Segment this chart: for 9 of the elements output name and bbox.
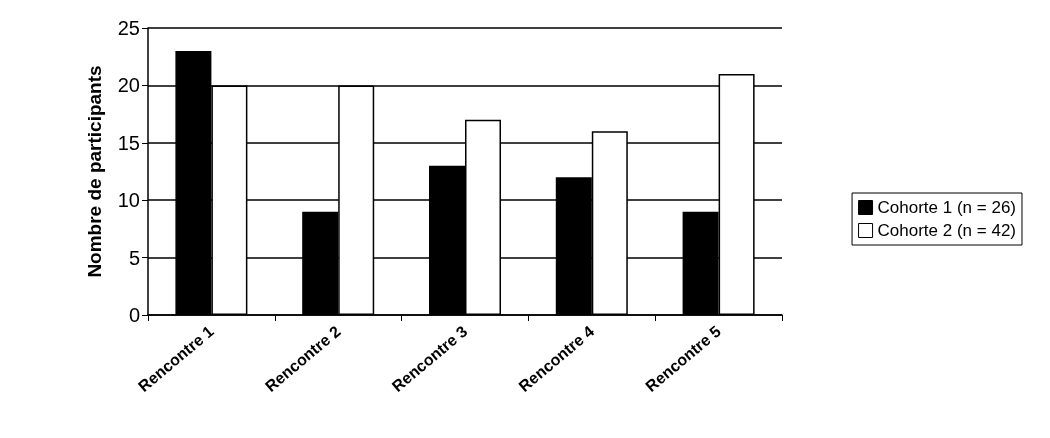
legend-label: Cohorte 2 (n = 42): [877, 221, 1017, 240]
y-tick-label: 25: [117, 17, 140, 39]
y-tick-label: 15: [117, 131, 140, 154]
legend-label: Cohorte 1 (n = 26): [877, 198, 1017, 217]
y-tick-label: 5: [128, 246, 140, 269]
y-axis-title: Nombre de participants: [84, 65, 106, 278]
y-tick-label: 0: [128, 304, 140, 326]
y-tick-label: 10: [117, 189, 140, 212]
y-tick-label: 20: [117, 74, 140, 97]
